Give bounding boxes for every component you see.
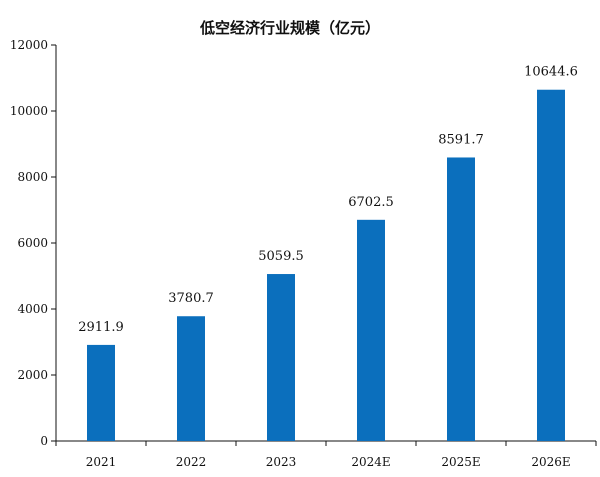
x-tick-label: 2026E (531, 455, 570, 469)
x-axis: 2021 2022 2023 2024E 2025E 2026E (55, 440, 597, 469)
x-tick-label: 2021 (86, 455, 117, 469)
y-tick-label: 12000 (10, 38, 48, 52)
bar-2021 (87, 344, 115, 441)
data-label-2023: 5059.5 (258, 249, 304, 264)
x-tick-label: 2023 (266, 455, 297, 469)
bar-2022 (177, 316, 205, 441)
x-tick-label: 2025E (441, 455, 480, 469)
y-axis: 0 2000 4000 6000 8000 10000 12000 (10, 38, 57, 448)
bar-2025E (447, 157, 475, 441)
data-label-2022: 3780.7 (168, 291, 214, 306)
bars (87, 89, 565, 441)
y-tick-label: 0 (40, 434, 48, 448)
chart-title: 低空经济行业规模（亿元） (199, 19, 380, 37)
bar-2026E (537, 89, 565, 441)
y-tick-label: 10000 (10, 104, 48, 118)
data-label-2026E: 10644.6 (524, 65, 578, 80)
bar-2023 (267, 274, 295, 441)
x-tick-label: 2024E (351, 455, 390, 469)
data-label-2024E: 6702.5 (348, 195, 394, 210)
y-tick-label: 2000 (17, 368, 48, 382)
y-tick-label: 8000 (17, 170, 48, 184)
data-label-2025E: 8591.7 (438, 132, 484, 147)
y-tick-label: 4000 (17, 302, 48, 316)
data-label-2021: 2911.9 (78, 320, 124, 335)
x-tick-label: 2022 (176, 455, 207, 469)
y-tick-label: 6000 (17, 236, 48, 250)
bar-2024E (357, 219, 385, 441)
data-labels: 2911.9 3780.7 5059.5 6702.5 8591.7 10644.6 (78, 65, 578, 335)
